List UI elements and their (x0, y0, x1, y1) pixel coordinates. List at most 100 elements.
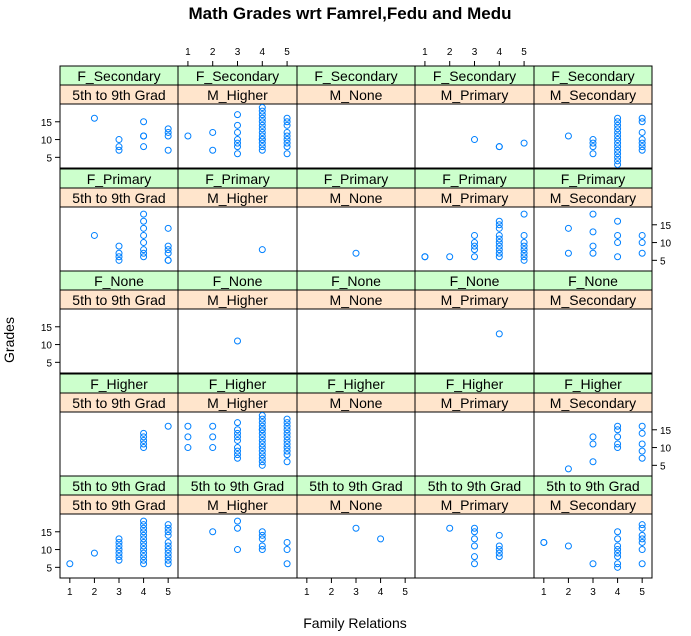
data-point (140, 560, 148, 568)
x-tick-label: 3 (472, 47, 478, 58)
panel: F_Primary 5th to 9th Grad (59, 168, 179, 272)
data-point (614, 553, 622, 561)
data-point (234, 150, 241, 158)
data-point (234, 337, 241, 345)
data-point (589, 150, 597, 158)
data-point (184, 444, 192, 452)
data-point (234, 444, 241, 452)
panel: F_None M_Primary (414, 270, 535, 374)
panel: F_None M_Secondary (533, 270, 653, 374)
y-tick-label: 10 (41, 136, 53, 147)
y-tick-label: 15 (41, 528, 53, 539)
data-point (495, 546, 503, 554)
data-point (495, 246, 503, 254)
data-point (115, 249, 123, 257)
data-point (115, 242, 123, 250)
data-point (140, 538, 148, 546)
data-point (258, 433, 266, 441)
data-point (446, 524, 454, 532)
panel: F_Higher 5th to 9th Grad (59, 373, 179, 477)
data-point (589, 560, 597, 568)
data-point (283, 433, 291, 441)
strip-outer-label: 5th to 9th Grad (428, 478, 521, 494)
data-point (283, 436, 291, 444)
data-point (258, 542, 266, 550)
panel: F_Secondary M_None (296, 65, 416, 169)
data-point (164, 524, 172, 532)
data-point (283, 150, 291, 158)
data-point (115, 538, 123, 546)
data-point (614, 114, 622, 122)
data-point (234, 111, 241, 119)
x-tick-label: 2 (329, 587, 335, 598)
data-point (140, 521, 148, 529)
data-point (614, 160, 622, 168)
data-point (234, 121, 241, 129)
data-point (115, 535, 123, 543)
plot-area (177, 411, 298, 477)
data-point (283, 121, 291, 129)
y-tick-label: 5 (46, 358, 52, 369)
x-tick-label: 1 (185, 47, 191, 58)
data-point (258, 451, 266, 459)
data-point (495, 143, 503, 151)
data-point (140, 253, 148, 261)
data-point (495, 231, 503, 239)
panels-layer: F_Secondary 5th to 9th Grad F_Secondary M_H… (59, 65, 653, 579)
data-point (115, 136, 123, 144)
x-tick-label: 5 (284, 47, 290, 58)
data-point (614, 132, 622, 140)
data-point (540, 538, 548, 546)
data-point (140, 528, 148, 536)
data-point (234, 436, 241, 444)
strip-inner-label: M_Primary (441, 497, 509, 513)
strip-inner-label: 5th to 9th Grad (72, 292, 165, 308)
data-point (471, 136, 478, 144)
data-point (614, 150, 622, 158)
data-point (495, 217, 503, 225)
strip-inner-label: 5th to 9th Grad (72, 87, 165, 103)
data-point (258, 412, 266, 420)
data-point (283, 560, 291, 568)
data-point (115, 553, 123, 561)
data-point (614, 157, 622, 165)
plot-area (59, 103, 179, 169)
data-point (614, 139, 622, 147)
data-point (638, 136, 646, 144)
strip-inner-label: M_None (330, 292, 383, 308)
data-point (614, 563, 622, 571)
panel: F_Secondary 5th to 9th Grad (59, 65, 179, 169)
y-tick-label: 15 (660, 426, 672, 437)
panel: F_Higher M_None (296, 373, 416, 477)
x-tick-label: 5 (165, 587, 171, 598)
data-point (283, 139, 291, 147)
strip-inner-label: M_Secondary (550, 395, 636, 411)
data-point (471, 553, 478, 561)
data-point (258, 426, 266, 434)
data-point (614, 121, 622, 129)
data-point (258, 143, 266, 151)
data-point (258, 447, 266, 455)
data-point (614, 560, 622, 568)
panel: F_Higher M_Primary (414, 373, 535, 477)
data-point (140, 549, 148, 557)
y-tick-label: 15 (41, 118, 53, 129)
x-tick-label: 3 (116, 587, 122, 598)
data-point (564, 132, 572, 140)
data-point (140, 556, 148, 564)
data-point (520, 249, 528, 257)
data-point (520, 256, 528, 264)
strip-outer-label: 5th to 9th Grad (546, 478, 639, 494)
data-point (421, 253, 429, 261)
plot-area (414, 206, 535, 272)
data-point (589, 242, 597, 250)
panel: F_Primary M_Secondary (533, 168, 653, 272)
data-point (164, 246, 172, 254)
strip-outer-label: F_Primary (324, 171, 389, 187)
x-axis-label: Family Relations (303, 615, 406, 631)
data-point (258, 436, 266, 444)
data-point (164, 224, 172, 232)
data-point (209, 146, 217, 154)
strip-outer-label: 5th to 9th Grad (72, 478, 165, 494)
data-point (258, 528, 266, 536)
